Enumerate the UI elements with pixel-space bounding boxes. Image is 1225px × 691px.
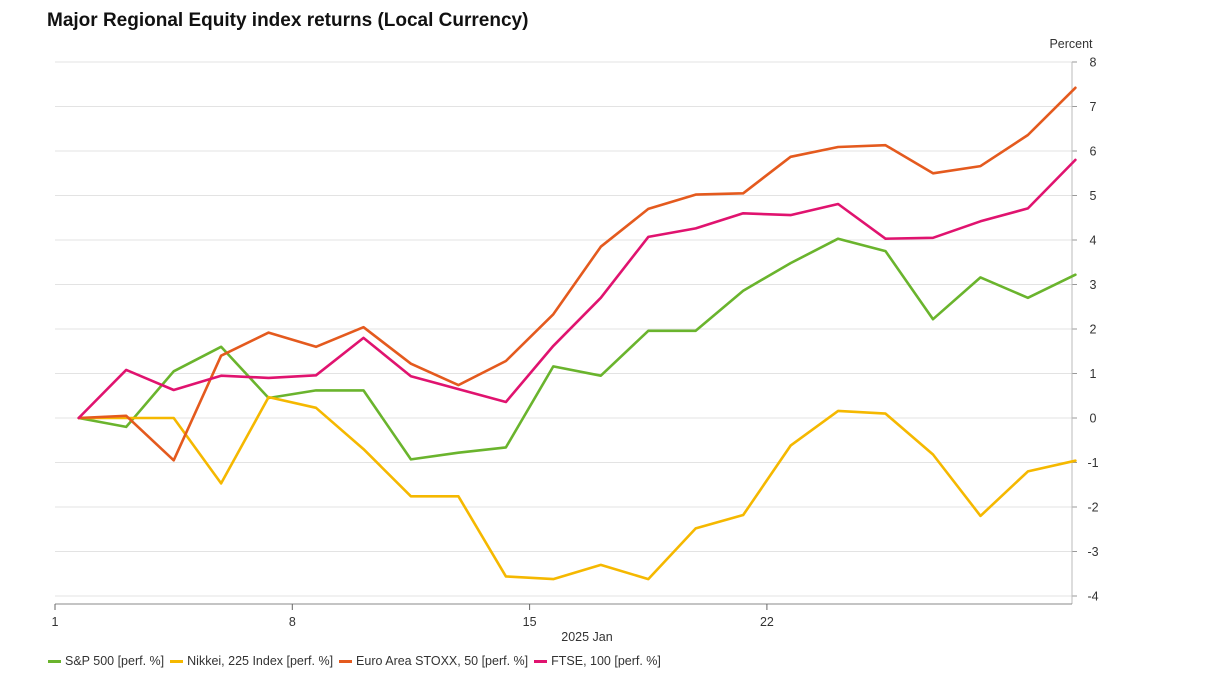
legend-swatch [534,659,548,663]
y-tick-label: 4 [1090,234,1097,248]
axes: -4 -3 -2 -1 0 1 2 3 4 5 6 7 8 1 8 15 22 [52,56,1099,630]
legend-item[interactable]: FTSE, 100 [perf. %] [534,654,661,668]
legend-swatch [48,659,61,663]
y-tick-label: 1 [1090,367,1097,381]
legend-label: S&P 500 [perf. %] [65,654,165,668]
x-tick-label: 15 [523,615,537,629]
series-line-ftse [77,158,1077,420]
y-tick-label: -1 [1087,456,1098,470]
series-line-euro [77,86,1077,462]
grid-lines [55,61,1072,597]
legend-swatch [339,659,353,663]
series-line-sp [77,237,1077,461]
chart-title: Major Regional Equity index returns (Loc… [47,10,529,31]
series-lines [77,86,1077,581]
y-tick-label: -2 [1087,501,1098,515]
y-tick-label: 3 [1090,278,1097,292]
legend-label: FTSE, 100 [perf. %] [551,654,661,668]
y-tick-label: 2 [1090,323,1097,337]
y-tick-label: -3 [1087,545,1098,559]
legend-swatch [170,659,184,663]
legend: S&P 500 [perf. %] Nikkei, 225 Index [perf… [48,654,667,668]
legend-item[interactable]: Euro Area STOXX, 50 [perf. %] [339,654,528,668]
y-tick-label: 8 [1090,56,1097,70]
x-tick-label: 22 [760,615,774,629]
legend-label: Euro Area STOXX, 50 [perf. %] [356,654,529,668]
y-tick-label: 0 [1090,412,1097,426]
y-tick-label: 7 [1090,100,1097,114]
y-tick-label: 5 [1090,189,1097,203]
x-tick-label: 8 [289,615,296,629]
y-tick-label: 6 [1090,145,1097,159]
legend-item[interactable]: Nikkei, 225 Index [perf. %] [170,654,333,668]
x-axis-label: 2025 Jan [561,630,612,644]
series-line-nikkei [77,395,1077,581]
x-tick-label: 1 [52,615,59,629]
y-tick-label: -4 [1087,590,1098,604]
legend-item[interactable]: S&P 500 [perf. %] [48,654,164,668]
legend-label: Nikkei, 225 Index [perf. %] [187,654,334,668]
y-axis-label: Percent [1049,37,1093,51]
